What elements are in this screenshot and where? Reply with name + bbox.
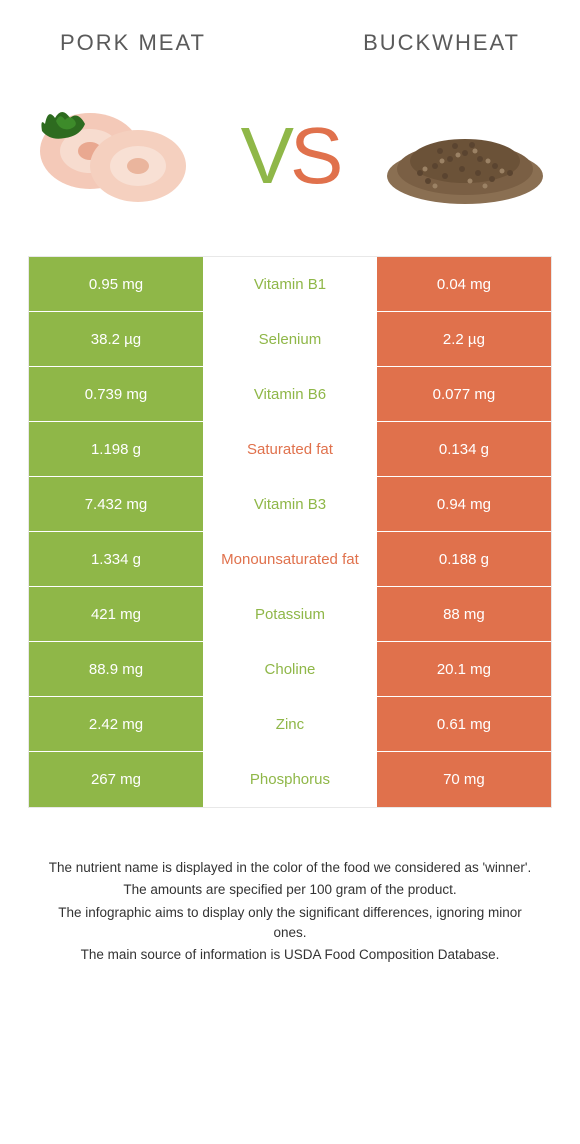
left-value: 267 mg	[29, 752, 203, 807]
pork-image	[30, 96, 200, 216]
footnote-line: The infographic aims to display only the…	[40, 903, 540, 944]
left-value: 38.2 µg	[29, 312, 203, 366]
nutrient-name: Zinc	[203, 697, 377, 751]
right-value: 70 mg	[377, 752, 551, 807]
nutrient-name: Vitamin B3	[203, 477, 377, 531]
vs-label: VS	[241, 110, 340, 202]
nutrient-name: Vitamin B1	[203, 257, 377, 311]
nutrient-name: Monounsaturated fat	[203, 532, 377, 586]
table-row: 1.334 gMonounsaturated fat0.188 g	[29, 532, 551, 587]
nutrient-table: 0.95 mgVitamin B10.04 mg38.2 µgSelenium2…	[28, 256, 552, 808]
table-row: 88.9 mgCholine20.1 mg	[29, 642, 551, 697]
nutrient-name: Potassium	[203, 587, 377, 641]
table-row: 2.42 mgZinc0.61 mg	[29, 697, 551, 752]
right-value: 2.2 µg	[377, 312, 551, 366]
nutrient-name: Vitamin B6	[203, 367, 377, 421]
footnote-line: The main source of information is USDA F…	[40, 945, 540, 965]
left-food-title: PORK MEAT	[60, 30, 206, 56]
nutrient-name: Phosphorus	[203, 752, 377, 807]
right-value: 20.1 mg	[377, 642, 551, 696]
table-row: 7.432 mgVitamin B30.94 mg	[29, 477, 551, 532]
left-value: 1.334 g	[29, 532, 203, 586]
hero-row: VS	[0, 66, 580, 256]
nutrient-name: Selenium	[203, 312, 377, 366]
nutrient-name: Choline	[203, 642, 377, 696]
right-value: 0.04 mg	[377, 257, 551, 311]
table-row: 1.198 gSaturated fat0.134 g	[29, 422, 551, 477]
nutrient-name: Saturated fat	[203, 422, 377, 476]
right-value: 0.61 mg	[377, 697, 551, 751]
right-value: 0.077 mg	[377, 367, 551, 421]
footnote-line: The nutrient name is displayed in the co…	[40, 858, 540, 878]
right-value: 0.188 g	[377, 532, 551, 586]
footnotes: The nutrient name is displayed in the co…	[0, 808, 580, 965]
left-value: 0.739 mg	[29, 367, 203, 421]
header: PORK MEAT BUCKWHEAT	[0, 0, 580, 66]
table-row: 267 mgPhosphorus70 mg	[29, 752, 551, 807]
right-value: 0.134 g	[377, 422, 551, 476]
right-food-title: BUCKWHEAT	[363, 30, 520, 56]
footnote-line: The amounts are specified per 100 gram o…	[40, 880, 540, 900]
table-row: 0.739 mgVitamin B60.077 mg	[29, 367, 551, 422]
vs-s: S	[290, 110, 339, 202]
right-value: 88 mg	[377, 587, 551, 641]
vs-v: V	[241, 110, 290, 202]
left-value: 421 mg	[29, 587, 203, 641]
table-row: 0.95 mgVitamin B10.04 mg	[29, 257, 551, 312]
left-value: 1.198 g	[29, 422, 203, 476]
left-value: 0.95 mg	[29, 257, 203, 311]
left-value: 2.42 mg	[29, 697, 203, 751]
left-value: 88.9 mg	[29, 642, 203, 696]
right-value: 0.94 mg	[377, 477, 551, 531]
buckwheat-image	[380, 96, 550, 216]
table-row: 38.2 µgSelenium2.2 µg	[29, 312, 551, 367]
left-value: 7.432 mg	[29, 477, 203, 531]
table-row: 421 mgPotassium88 mg	[29, 587, 551, 642]
